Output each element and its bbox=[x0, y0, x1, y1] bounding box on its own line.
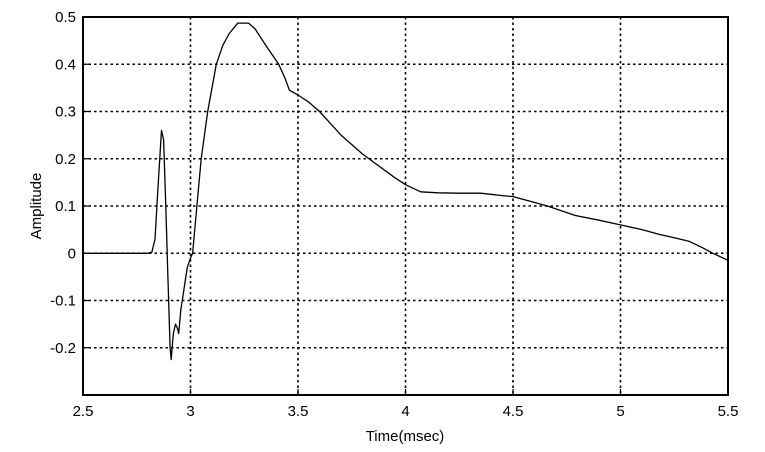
y-tick-label: 0.1 bbox=[55, 198, 76, 215]
y-tick-label: 0.3 bbox=[55, 104, 76, 121]
x-tick-label: 5.5 bbox=[718, 403, 739, 420]
y-tick-label: 0.4 bbox=[55, 56, 76, 73]
x-tick-label: 2.5 bbox=[73, 403, 94, 420]
y-tick-label: 0.2 bbox=[55, 151, 76, 168]
x-tick-label: 4 bbox=[401, 403, 409, 420]
x-axis-ticks: 2.5 3 3.5 4 4.5 5 5.5 bbox=[73, 389, 739, 420]
x-tick-label: 3 bbox=[186, 403, 194, 420]
signal-line bbox=[83, 22, 729, 361]
y-axis-label: Amplitude bbox=[28, 173, 45, 240]
x-tick-label: 3.5 bbox=[288, 403, 309, 420]
x-tick-label: 5 bbox=[616, 403, 624, 420]
y-tick-label: 0 bbox=[68, 245, 76, 262]
y-tick-label: -0.2 bbox=[50, 340, 76, 357]
x-tick-label: 4.5 bbox=[503, 403, 524, 420]
x-axis-label: Time(msec) bbox=[366, 428, 445, 445]
y-tick-label: -0.1 bbox=[50, 293, 76, 310]
y-tick-label: 0.5 bbox=[55, 9, 76, 26]
y-axis-ticks: -0.2 -0.1 0 0.1 0.2 0.3 0.4 0.5 bbox=[50, 9, 89, 357]
grid-lines bbox=[83, 17, 728, 395]
